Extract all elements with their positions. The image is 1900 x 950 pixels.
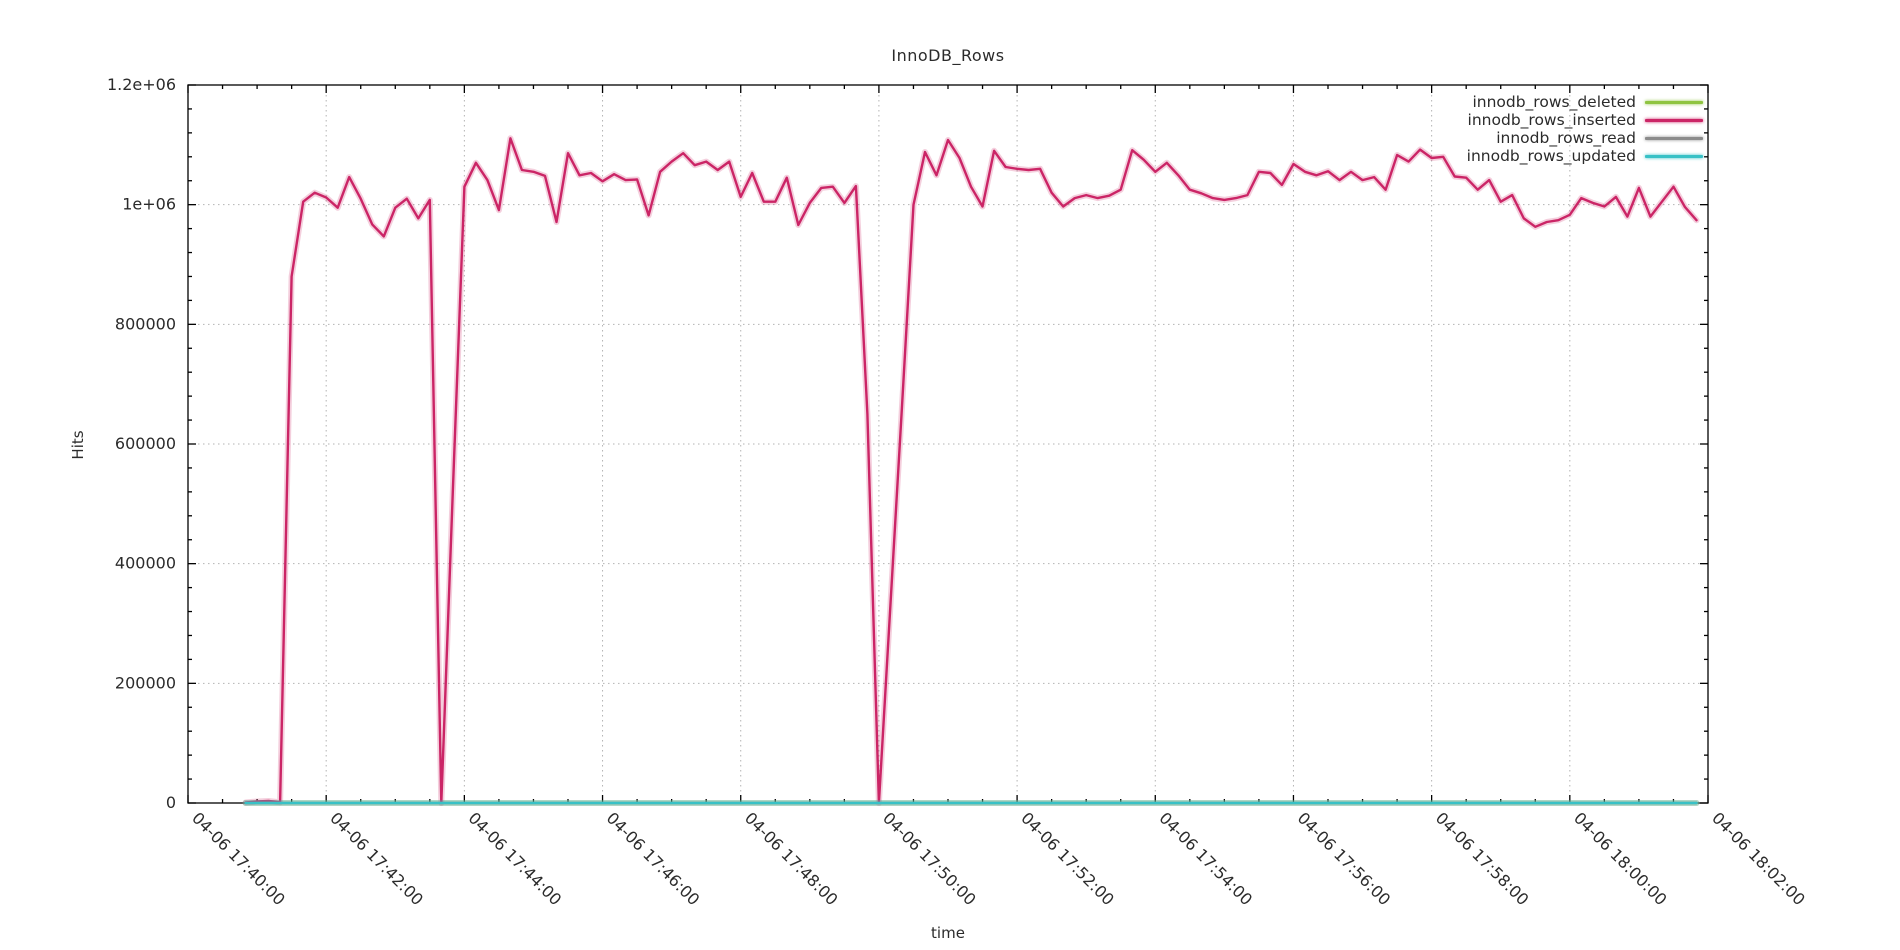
legend-label: innodb_rows_deleted bbox=[1472, 93, 1636, 111]
legend-item-inserted: innodb_rows_inserted bbox=[1467, 111, 1703, 129]
legend: innodb_rows_deleted innodb_rows_inserted… bbox=[1467, 93, 1703, 165]
legend-label: innodb_rows_updated bbox=[1466, 147, 1636, 165]
y-axis-title: Hits bbox=[69, 430, 87, 460]
x-tick-label: 04-06 17:56:00 bbox=[1294, 808, 1395, 909]
y-tick-label: 1e+06 bbox=[122, 195, 176, 214]
legend-label: innodb_rows_inserted bbox=[1467, 111, 1636, 129]
x-tick-label: 04-06 18:00:00 bbox=[1570, 808, 1671, 909]
x-axis-title: time bbox=[931, 924, 965, 942]
legend-line-sample bbox=[1645, 118, 1703, 122]
y-tick-label: 400000 bbox=[115, 554, 176, 573]
x-tick-label: 04-06 17:54:00 bbox=[1155, 808, 1256, 909]
y-tick-label: 1.2e+06 bbox=[107, 75, 176, 94]
legend-item-updated: innodb_rows_updated bbox=[1467, 147, 1703, 165]
x-tick-label: 04-06 17:40:00 bbox=[188, 808, 289, 909]
y-tick-label: 600000 bbox=[115, 434, 176, 453]
x-tick-label: 04-06 17:46:00 bbox=[603, 808, 704, 909]
legend-line-sample bbox=[1645, 136, 1703, 140]
chart-title: InnoDB_Rows bbox=[891, 46, 1005, 65]
legend-item-read: innodb_rows_read bbox=[1467, 129, 1703, 147]
legend-label: innodb_rows_read bbox=[1496, 129, 1636, 147]
y-tick-label: 800000 bbox=[115, 314, 176, 333]
x-tick-label: 04-06 17:58:00 bbox=[1432, 808, 1533, 909]
series-line-innodb_rows_inserted bbox=[244, 137, 1698, 805]
x-tick-label: 04-06 17:52:00 bbox=[1017, 808, 1118, 909]
x-tick-label: 04-06 17:42:00 bbox=[326, 808, 427, 909]
legend-line-sample bbox=[1645, 154, 1703, 158]
x-tick-label: 04-06 17:44:00 bbox=[465, 808, 566, 909]
x-tick-label: 04-06 17:50:00 bbox=[879, 808, 980, 909]
legend-item-deleted: innodb_rows_deleted bbox=[1467, 93, 1703, 111]
x-tick-label: 04-06 17:48:00 bbox=[741, 808, 842, 909]
y-tick-label: 0 bbox=[166, 793, 176, 812]
y-tick-label: 200000 bbox=[115, 673, 176, 692]
x-tick-label: 04-06 18:02:00 bbox=[1708, 808, 1809, 909]
legend-line-sample bbox=[1645, 100, 1703, 104]
